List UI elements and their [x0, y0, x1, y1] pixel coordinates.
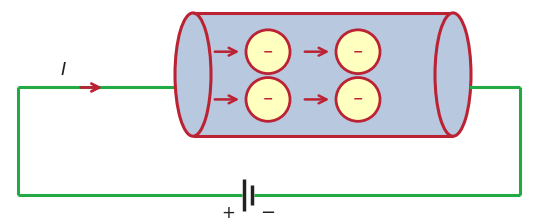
Text: −: −	[263, 45, 273, 58]
FancyBboxPatch shape	[193, 13, 453, 136]
Text: +: +	[221, 204, 235, 222]
Ellipse shape	[246, 30, 290, 73]
Text: −: −	[353, 45, 363, 58]
Ellipse shape	[336, 30, 380, 73]
Ellipse shape	[246, 78, 290, 121]
Ellipse shape	[175, 13, 211, 136]
Ellipse shape	[435, 13, 471, 136]
Text: −: −	[260, 204, 275, 222]
Text: $I$: $I$	[60, 61, 67, 79]
Text: −: −	[353, 93, 363, 106]
Text: −: −	[263, 93, 273, 106]
Ellipse shape	[336, 78, 380, 121]
